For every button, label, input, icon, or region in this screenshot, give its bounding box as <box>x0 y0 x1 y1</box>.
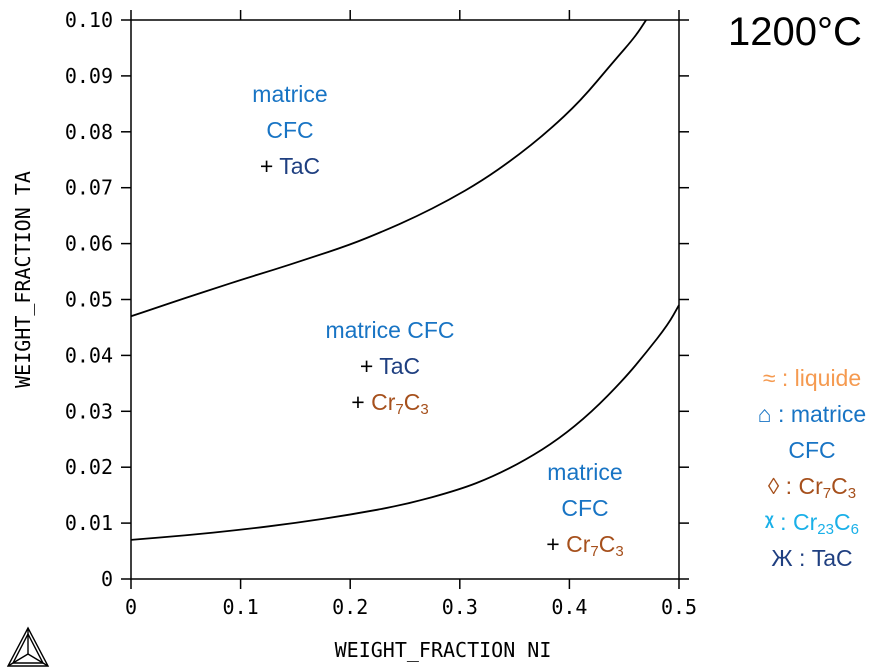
y-tick-label: 0.04 <box>65 343 113 367</box>
axis-ticks <box>121 10 689 589</box>
region-label-line: + Cr7C3 <box>515 526 655 562</box>
plus-sign: + <box>546 531 567 557</box>
phase-cr7c3: Cr7C3 <box>566 531 624 560</box>
chi-symbol-icon: ᵡ <box>765 509 774 535</box>
legend-item-cr7c3: ◊ : Cr7C3 <box>767 473 857 502</box>
y-tick-label: 0.08 <box>65 120 113 144</box>
phase-cr7c3: Cr7C3 <box>371 389 429 418</box>
x-tick-label: 0.1 <box>223 595 259 619</box>
region-label-line: CFC <box>266 117 314 143</box>
house-symbol-icon: ⌂ <box>757 401 772 427</box>
x-tick-label: 0.4 <box>551 595 587 619</box>
x-tick-label: 0.5 <box>661 595 697 619</box>
region-label-line: + Cr7C3 <box>300 384 480 420</box>
y-tick-label: 0 <box>101 567 113 591</box>
region-label-line: + TaC <box>300 348 480 384</box>
phase-boundary-2 <box>130 304 680 541</box>
y-tick-label: 0.06 <box>65 232 113 256</box>
y-tick-label: 0.03 <box>65 399 113 423</box>
phase-tac: TaC <box>279 153 321 179</box>
phase-tac: TaC <box>379 353 421 379</box>
y-tick-label: 0.02 <box>65 455 113 479</box>
y-tick-label: 0.09 <box>65 64 113 88</box>
x-tick-label: 0.2 <box>332 595 368 619</box>
liquid-symbol-icon: ≈ <box>762 365 776 391</box>
x-axis-title: WEIGHT_FRACTION NI <box>335 638 552 662</box>
diamond-symbol-icon: ◊ <box>767 473 780 499</box>
plus-sign: + <box>259 153 280 179</box>
region-label-line: CFC <box>561 495 609 521</box>
phase-boundaries <box>130 19 680 541</box>
region-fcc-tac-cr7c3: matrice CFC + TaC + Cr7C3 <box>300 312 480 420</box>
legend: ≈ : liquide ⌂ : matrice CFC ◊ : Cr7C3 ᵡ … <box>742 360 882 576</box>
region-label-line: matrice CFC <box>325 317 455 343</box>
region-fcc-tac: matrice CFC + TaC <box>220 76 360 184</box>
y-tick-label: 0.10 <box>65 8 113 32</box>
region-label-line: + TaC <box>220 148 360 184</box>
thermo-calc-logo-icon <box>6 626 50 667</box>
zhe-symbol-icon: Ж <box>771 545 793 571</box>
y-axis-title: WEIGHT_FRACTION TA <box>11 171 35 388</box>
tick-labels: 0 0.1 0.2 0.3 0.4 0.5 0 0.01 0.02 0.03 0.04 0.05 0.0… <box>65 8 697 619</box>
temperature-label: 1200°C <box>728 10 862 54</box>
legend-item-fcc-cont: CFC <box>788 437 836 463</box>
region-fcc-cr7c3: matrice CFC + Cr7C3 <box>515 454 655 562</box>
plus-sign: + <box>359 353 380 379</box>
legend-item-fcc: ⌂ : matrice <box>757 401 867 427</box>
legend-item-tac: Ж : TaC <box>771 545 853 571</box>
region-label-line: matrice <box>547 459 623 485</box>
y-tick-label: 0.07 <box>65 176 113 200</box>
phase-boundary-1 <box>130 19 647 318</box>
plus-sign: + <box>351 389 372 415</box>
legend-item-liquid: ≈ : liquide <box>762 365 862 391</box>
y-tick-label: 0.01 <box>65 511 113 535</box>
region-label-line: matrice <box>252 81 328 107</box>
x-tick-label: 0.3 <box>442 595 478 619</box>
legend-item-cr23c6: ᵡ : Cr23C6 <box>765 509 859 538</box>
y-tick-label: 0.05 <box>65 288 113 312</box>
x-tick-label: 0 <box>125 595 137 619</box>
